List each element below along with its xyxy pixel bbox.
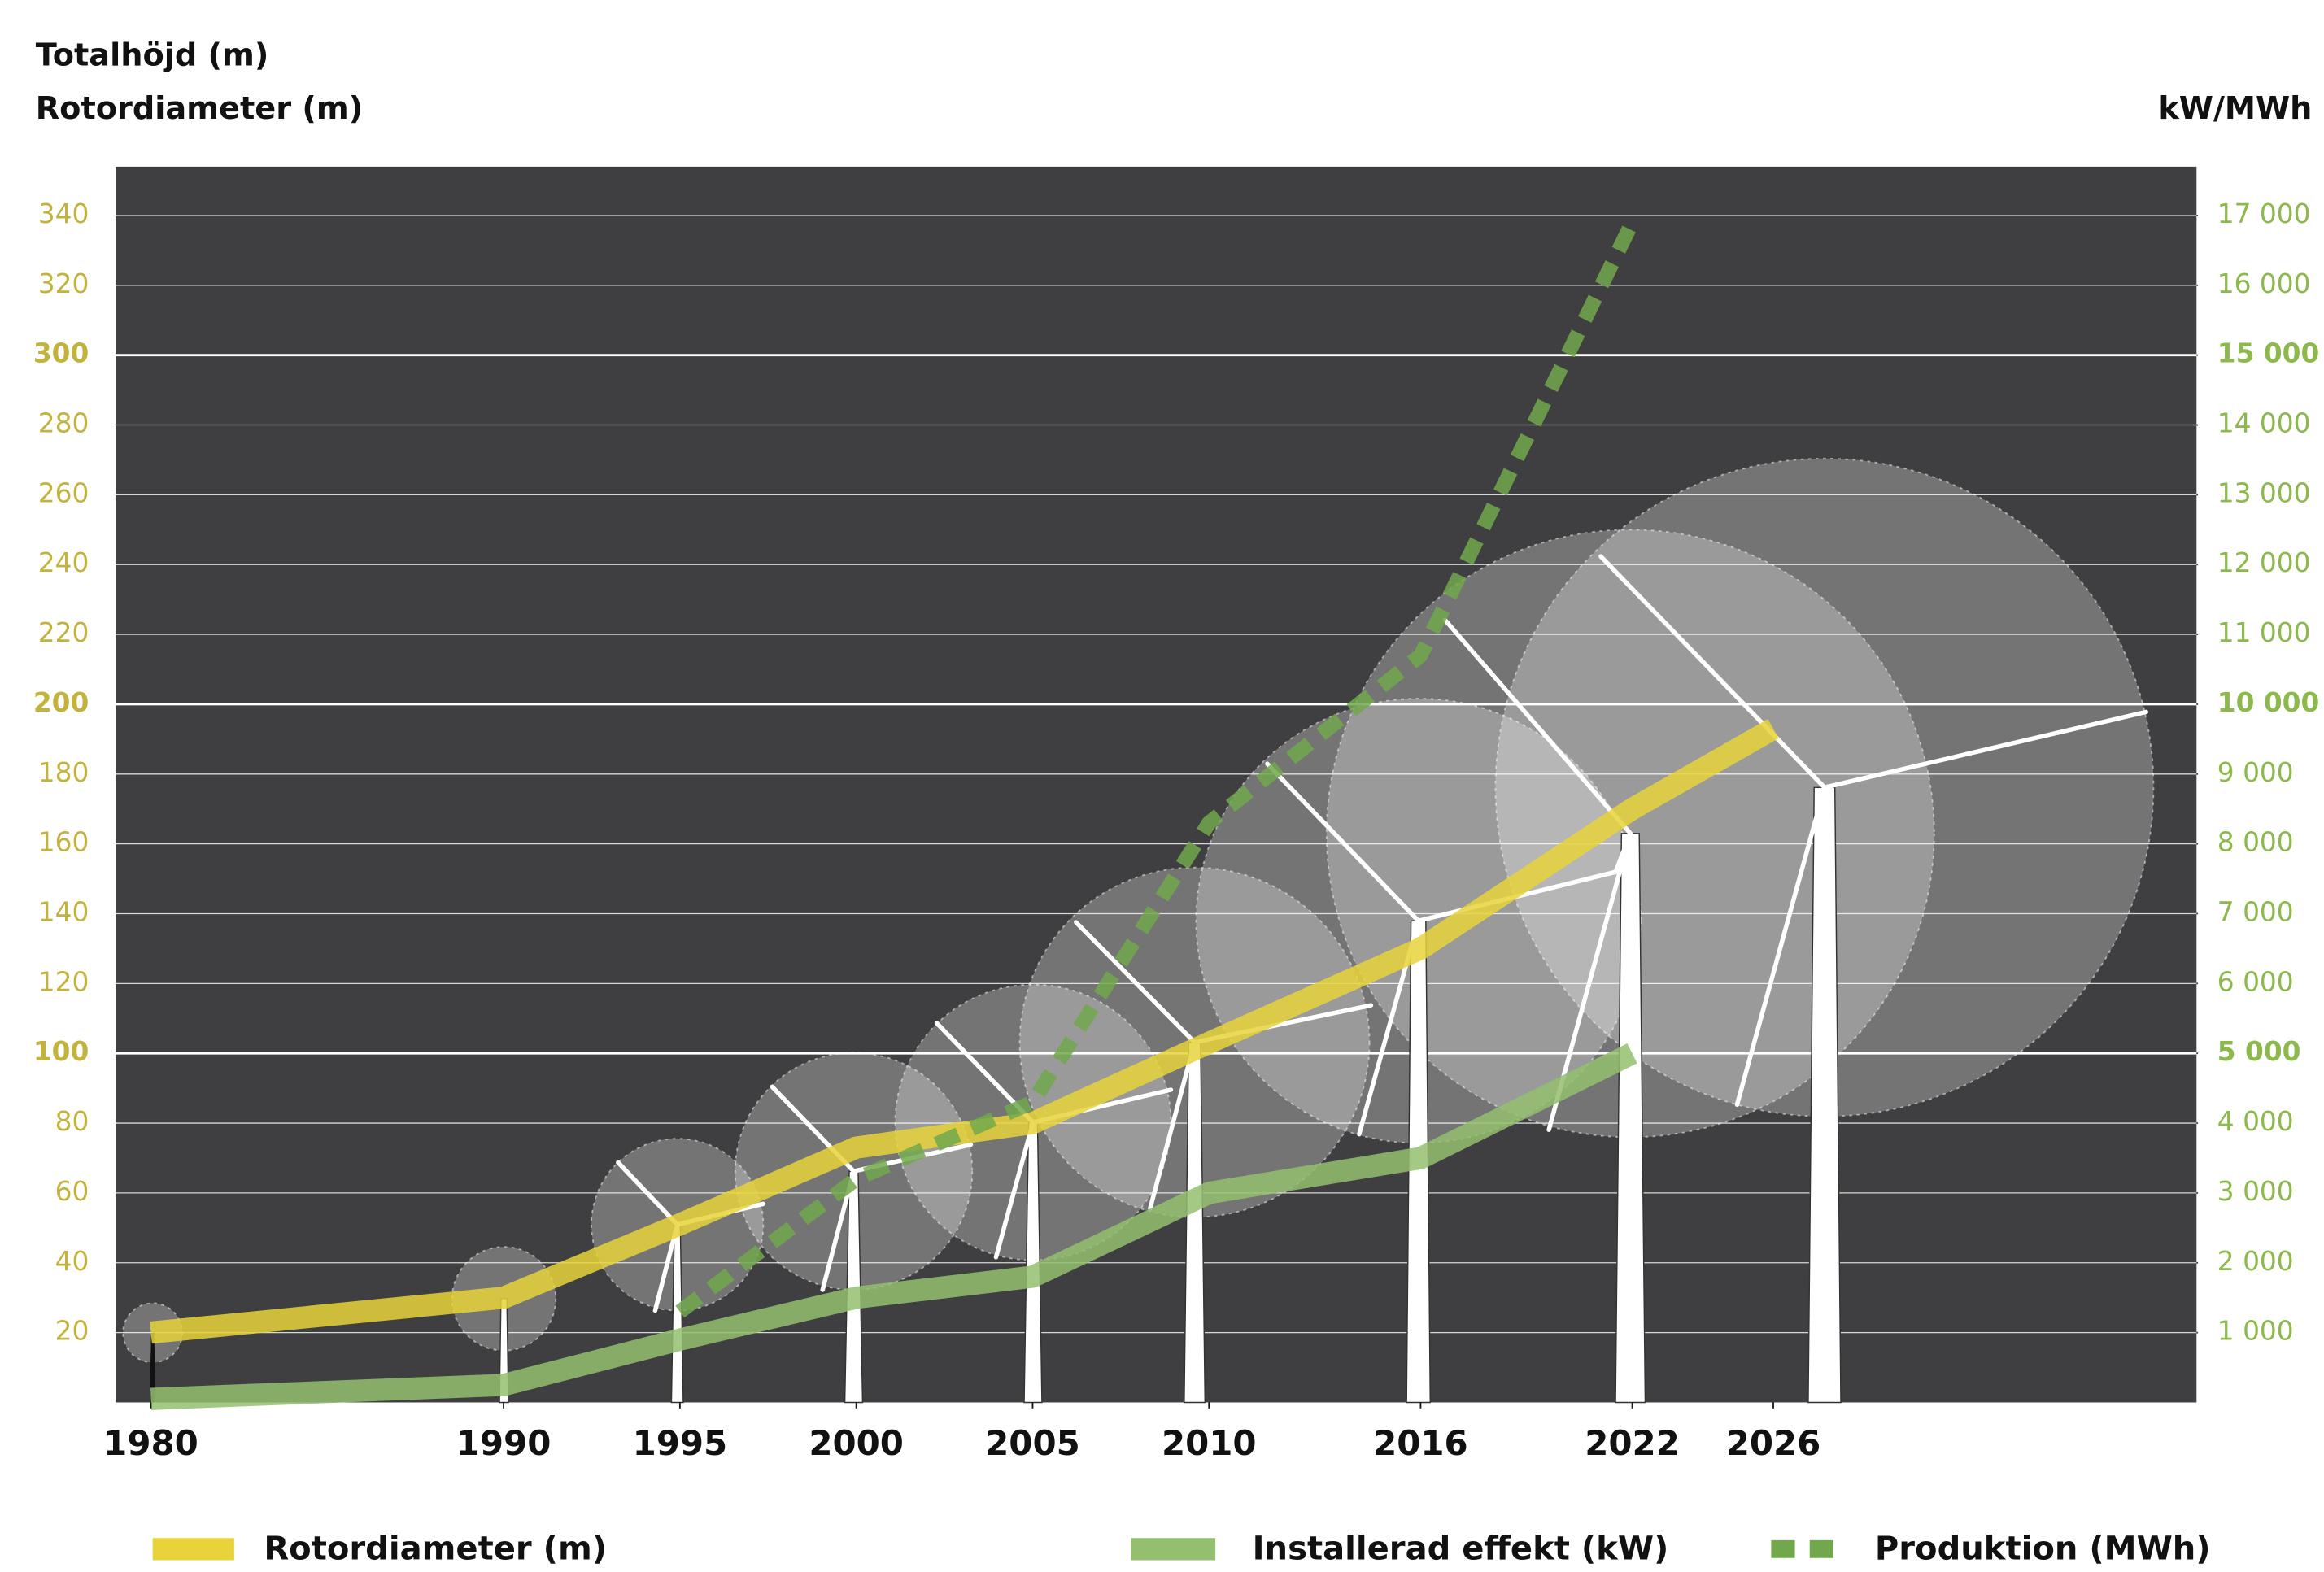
legend: Rotordiameter (m) Installerad effekt (kW)…	[152, 1531, 2211, 1568]
y2-tick-label: 8 000	[2217, 827, 2294, 858]
y-tick-label: 120	[38, 966, 89, 997]
y-tick-label: 60	[55, 1176, 89, 1207]
y2-tick-label: 12 000	[2217, 547, 2311, 578]
y-tick-label: 80	[55, 1106, 89, 1137]
y-tick-label: 240	[38, 547, 89, 578]
tower	[1615, 833, 1646, 1404]
y2-tick-label: 13 000	[2217, 477, 2311, 508]
grid	[116, 215, 2197, 1334]
y-axis-title: Totalhöjd (m)	[36, 37, 269, 74]
series-line	[150, 719, 1779, 1344]
series-line	[150, 1043, 1637, 1410]
y2-axis-title: kW/MWh	[2158, 90, 2312, 127]
x-tick-label: 2010	[1162, 1423, 1257, 1463]
data-lines	[150, 219, 1779, 1410]
y-tick-label: 280	[38, 408, 89, 439]
plot-background	[116, 166, 2197, 1403]
y-tick-label: 260	[38, 477, 89, 508]
series-line	[675, 219, 1639, 1318]
x-tick-label: 2005	[985, 1423, 1080, 1463]
y-tick-label: 300	[33, 338, 89, 369]
y-tick-label: 100	[33, 1036, 89, 1067]
x-tick-label: 2026	[1726, 1423, 1821, 1463]
y-tick-label: 20	[55, 1316, 89, 1347]
y-tick-label: 140	[38, 897, 89, 928]
y2-tick-label: 15 000	[2217, 338, 2319, 369]
y-tick-label: 320	[38, 268, 89, 299]
x-tick-label: 1990	[456, 1423, 552, 1463]
x-tick-label: 1995	[633, 1423, 728, 1463]
legend-label: Installerad effekt (kW)	[1253, 1531, 1669, 1568]
legend-label: Produktion (MWh)	[1875, 1531, 2211, 1568]
y2-tick-label: 11 000	[2217, 617, 2311, 648]
y-tick-label: 180	[38, 757, 89, 788]
y2-tick-label: 7 000	[2217, 897, 2294, 928]
x-tick-label: 2022	[1585, 1423, 1680, 1463]
tower	[150, 1332, 156, 1403]
y2-tick-label: 10 000	[2217, 687, 2319, 718]
y2-tick-label: 3 000	[2217, 1176, 2294, 1207]
x-tick-label: 2000	[809, 1423, 904, 1463]
y-tick-label: 160	[38, 827, 89, 858]
y2-tick-label: 14 000	[2217, 408, 2311, 439]
y2-tick-label: 16 000	[2217, 268, 2311, 299]
x-tick-label: 1980	[103, 1423, 198, 1463]
y2-tick-label: 6 000	[2217, 966, 2294, 997]
y2-tick-label: 9 000	[2217, 757, 2294, 788]
tower	[1807, 786, 1842, 1404]
y2-tick-label: 5 000	[2217, 1036, 2301, 1067]
y-tick-label: 200	[33, 687, 89, 718]
y-tick-label: 40	[55, 1246, 89, 1277]
y2-tick-label: 1 000	[2217, 1316, 2294, 1347]
y2-tick-label: 2 000	[2217, 1246, 2294, 1277]
y-tick-label: 340	[38, 198, 89, 229]
y-tick-label: 220	[38, 617, 89, 648]
legend-label: Rotordiameter (m)	[264, 1531, 607, 1568]
y2-tick-label: 17 000	[2217, 198, 2311, 229]
y-axis-subtitle: Rotordiameter (m)	[36, 90, 363, 127]
x-tick-label: 2016	[1373, 1423, 1468, 1463]
y2-tick-label: 4 000	[2217, 1106, 2294, 1137]
